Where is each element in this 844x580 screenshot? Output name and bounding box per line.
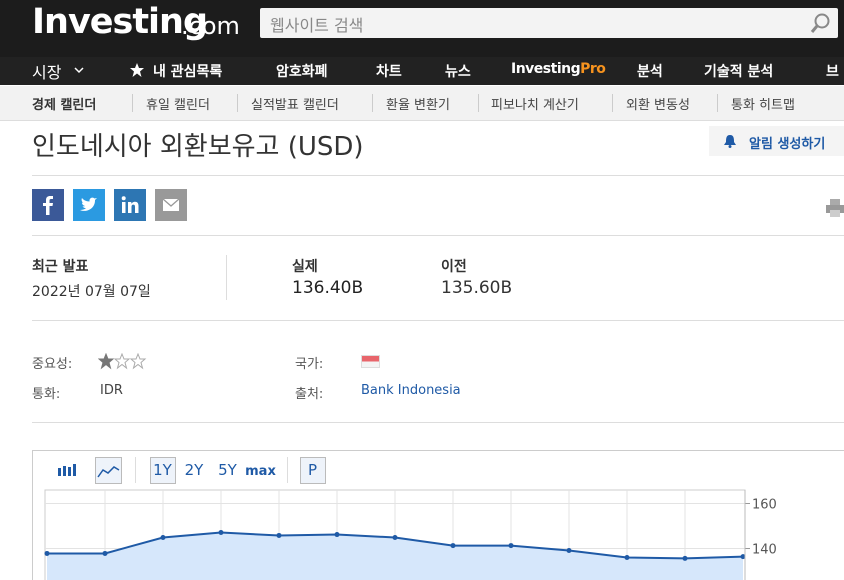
data-point xyxy=(276,532,282,538)
area-chart-icon xyxy=(97,466,120,478)
data-point xyxy=(508,543,514,549)
source-label: 출처: xyxy=(295,387,324,402)
importance-star xyxy=(113,353,131,370)
nav-pro-text: Investing xyxy=(511,61,581,77)
subnav-item[interactable]: 휴일 캘린더 xyxy=(146,98,210,113)
range-button-label: P xyxy=(308,461,317,479)
range-button-label: 5Y xyxy=(218,461,238,479)
area xyxy=(47,532,743,580)
currency: IDR xyxy=(100,383,123,398)
nav-item[interactable]: InvestingPro xyxy=(511,61,606,77)
nav-item[interactable]: 차트 xyxy=(376,64,402,80)
page-title: 인도네시아 외환보유고 (USD) xyxy=(32,132,364,162)
divider xyxy=(32,175,844,176)
latest-label: 최근 발표 xyxy=(32,259,89,275)
nav-item[interactable]: 브 xyxy=(826,64,839,80)
search-box[interactable]: 웹사이트 검색 xyxy=(260,8,838,38)
facebook-share[interactable] xyxy=(32,189,64,221)
importance-star xyxy=(129,353,147,370)
actual-label: 실제 xyxy=(292,259,318,275)
source-link[interactable]: Bank Indonesia xyxy=(361,383,461,398)
subnav-item[interactable]: 경제 캘린더 xyxy=(32,98,97,113)
star-icon xyxy=(130,63,144,77)
data-point xyxy=(218,530,224,536)
range-button[interactable] xyxy=(300,457,326,484)
logo[interactable]: Investing xyxy=(32,2,208,42)
data-point xyxy=(44,550,50,556)
alert-button-label: 알림 생성하기 xyxy=(749,137,826,152)
email-share[interactable] xyxy=(155,189,187,221)
divider xyxy=(32,320,844,321)
range-button-label: 2Y xyxy=(185,461,205,479)
nav-item[interactable]: 시장 xyxy=(32,63,62,82)
main-nav: 시장 내 관심목록 암호화폐 차트 뉴스 InvestingPro 분석 기술적… xyxy=(0,57,844,85)
alert-button[interactable]: 알림 생성하기 xyxy=(709,126,844,156)
range-button[interactable] xyxy=(150,457,176,484)
data-point xyxy=(682,555,688,561)
print-icon[interactable] xyxy=(825,198,844,218)
top-bar: Investing .com 웹사이트 검색 xyxy=(0,0,844,57)
subnav-item[interactable]: 외환 변동성 xyxy=(626,98,690,113)
logo-suffix[interactable]: .com xyxy=(181,12,240,40)
subnav-item[interactable]: 실적발표 캘린더 xyxy=(251,98,339,113)
subnav-item[interactable]: 환율 변환기 xyxy=(386,98,450,113)
twitter-share[interactable] xyxy=(73,189,105,221)
chart: 1Y 2Y 5Y max P 160 140 xyxy=(32,450,844,580)
y-tick-label: 140 xyxy=(752,543,777,558)
data-point xyxy=(334,532,340,538)
importance-label: 중요성: xyxy=(32,357,73,372)
divider xyxy=(32,235,844,236)
country-flag xyxy=(361,355,380,368)
subnav-item[interactable]: 피보나치 계산기 xyxy=(491,98,579,113)
linkedin-share[interactable] xyxy=(114,189,146,221)
country-label: 국가: xyxy=(295,357,324,372)
chevron xyxy=(74,67,84,74)
nav-item[interactable]: 기술적 분석 xyxy=(704,64,774,80)
nav-pro-accent: Pro xyxy=(580,61,606,77)
data-point xyxy=(160,534,166,540)
data-point xyxy=(392,534,398,540)
currency-label: 통화: xyxy=(32,387,61,402)
bell-icon xyxy=(724,135,736,148)
search-placeholder: 웹사이트 검색 xyxy=(270,16,364,35)
separator xyxy=(226,255,227,300)
data-point xyxy=(102,550,108,556)
previous-label: 이전 xyxy=(441,259,467,275)
previous-value: 135.60B xyxy=(441,278,513,298)
data-point xyxy=(450,543,456,549)
nav-item[interactable]: 암호화폐 xyxy=(276,64,328,80)
data-point xyxy=(624,555,630,560)
nav-item[interactable]: 내 관심목록 xyxy=(153,64,223,80)
range-button-label: 1Y xyxy=(153,461,173,479)
importance-stars xyxy=(98,353,147,370)
divider xyxy=(32,422,844,423)
data-point xyxy=(740,554,746,560)
latest-date: 2022년 07월 07일 xyxy=(32,284,151,300)
search-icon xyxy=(810,13,830,33)
actual-value: 136.40B xyxy=(292,278,364,298)
nav-item[interactable]: 뉴스 xyxy=(445,64,471,80)
y-tick-label: 160 xyxy=(752,498,777,513)
data-point xyxy=(566,548,572,554)
area-chart-button[interactable] xyxy=(95,457,122,484)
nav-item[interactable]: 분석 xyxy=(637,64,663,80)
bar-chart-icon xyxy=(58,464,76,476)
importance-star xyxy=(98,353,115,370)
subnav-item[interactable]: 통화 히트맵 xyxy=(731,98,795,113)
sub-nav: 경제 캘린더 휴일 캘린더 실적발표 캘린더 환율 변환기 피보나치 계산기 외… xyxy=(0,86,844,121)
range-button-label: max xyxy=(245,464,276,479)
